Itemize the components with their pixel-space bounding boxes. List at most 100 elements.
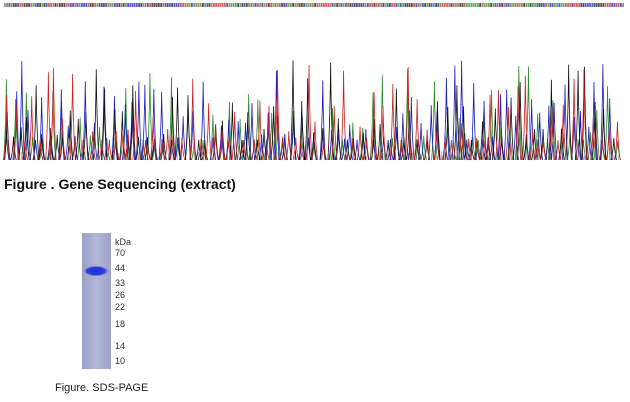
trace	[598, 3, 600, 7]
trace	[320, 3, 323, 7]
trace	[331, 3, 334, 7]
trace	[184, 3, 187, 7]
trace	[395, 3, 398, 7]
trace	[32, 3, 35, 7]
trace	[523, 3, 525, 7]
trace	[239, 3, 242, 7]
trace	[373, 3, 376, 7]
trace	[485, 3, 488, 7]
trace	[252, 3, 255, 7]
trace	[155, 3, 158, 7]
trace	[72, 3, 74, 7]
trace	[400, 3, 402, 7]
trace	[349, 3, 352, 7]
trace	[358, 3, 360, 7]
trace	[153, 3, 156, 7]
trace	[191, 3, 193, 7]
trace	[50, 3, 52, 7]
trace	[26, 3, 28, 7]
trace	[433, 3, 435, 7]
trace	[208, 3, 211, 7]
trace	[505, 3, 508, 7]
trace	[303, 3, 305, 7]
trace	[584, 3, 587, 7]
marker-label: 70	[115, 248, 126, 258]
trace	[287, 3, 290, 7]
trace	[235, 3, 237, 7]
trace	[305, 3, 308, 7]
trace	[23, 3, 26, 7]
trace	[529, 3, 532, 7]
trace	[133, 3, 136, 7]
trace	[294, 3, 297, 7]
marker-label: 33	[115, 278, 126, 288]
trace	[3, 65, 621, 161]
trace	[441, 3, 444, 7]
trace	[562, 3, 565, 7]
trace	[468, 3, 470, 7]
trace	[171, 3, 173, 7]
trace	[362, 3, 365, 7]
trace	[217, 3, 220, 7]
trace	[197, 3, 200, 7]
trace	[21, 3, 24, 7]
trace	[527, 3, 530, 7]
trace	[166, 3, 169, 7]
trace	[45, 3, 48, 7]
trace	[615, 3, 618, 7]
trace	[215, 3, 217, 7]
trace	[188, 3, 191, 7]
figure-caption: Figure. SDS-PAGE	[55, 382, 149, 394]
trace	[65, 3, 68, 7]
trace	[298, 3, 301, 7]
trace	[591, 3, 594, 7]
trace	[52, 3, 55, 7]
trace	[70, 3, 72, 7]
trace	[507, 3, 510, 7]
trace	[554, 3, 556, 7]
trace	[329, 3, 332, 7]
trace	[444, 3, 446, 7]
trace	[397, 3, 400, 7]
trace	[39, 3, 41, 7]
trace	[560, 3, 563, 7]
trace	[391, 3, 393, 7]
trace	[78, 3, 81, 7]
trace	[160, 3, 162, 7]
trace	[41, 3, 44, 7]
trace	[604, 3, 607, 7]
trace	[180, 3, 182, 7]
trace	[327, 3, 330, 7]
trace	[452, 3, 455, 7]
trace	[587, 3, 589, 7]
trace	[547, 3, 550, 7]
trace	[151, 3, 154, 7]
trace	[15, 3, 17, 7]
trace	[477, 3, 479, 7]
trace	[12, 3, 15, 7]
trace	[67, 3, 70, 7]
trace	[312, 3, 314, 7]
trace	[195, 3, 198, 7]
trace	[250, 3, 253, 7]
trace	[351, 3, 354, 7]
trace	[274, 3, 277, 7]
trace	[367, 3, 369, 7]
trace	[158, 3, 160, 7]
trace	[481, 3, 484, 7]
trace	[593, 3, 596, 7]
trace	[131, 3, 134, 7]
trace	[48, 3, 50, 7]
trace	[296, 3, 299, 7]
trace	[369, 3, 371, 7]
trace	[472, 3, 475, 7]
trace	[54, 3, 57, 7]
trace	[455, 3, 457, 7]
trace	[177, 3, 180, 7]
trace	[347, 3, 349, 7]
trace	[466, 3, 468, 7]
trace	[428, 3, 431, 7]
trace	[96, 3, 99, 7]
trace	[558, 3, 561, 7]
trace	[173, 3, 176, 7]
